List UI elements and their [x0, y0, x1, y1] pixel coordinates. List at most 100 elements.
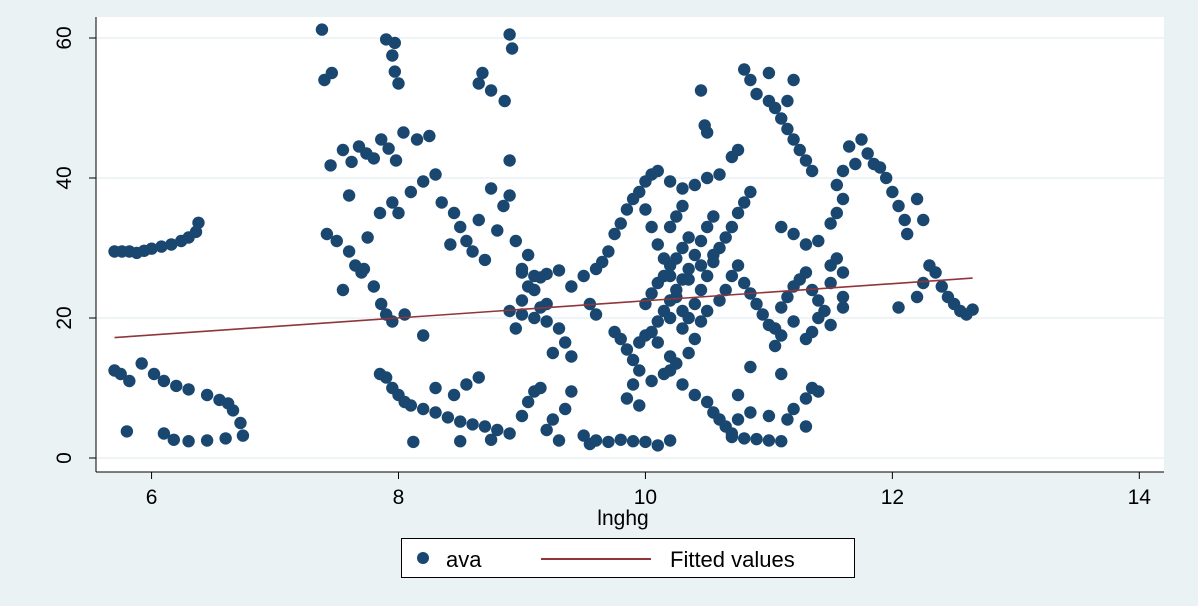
data-point [861, 147, 874, 160]
data-point [731, 259, 745, 272]
data-point [324, 159, 337, 172]
data-point [651, 238, 664, 251]
data-point [336, 283, 350, 297]
data-point [812, 294, 825, 307]
data-point [182, 383, 195, 396]
data-point [775, 301, 788, 314]
data-point [836, 192, 850, 206]
data-point [620, 203, 634, 216]
data-point [775, 367, 788, 381]
data-point [676, 322, 689, 335]
data-point [602, 435, 615, 449]
data-point [670, 252, 683, 265]
data-point [787, 73, 800, 87]
data-point [812, 234, 825, 248]
data-point [781, 122, 794, 136]
data-point [700, 269, 714, 283]
data-point [388, 36, 401, 50]
data-point [799, 392, 813, 405]
data-point [398, 308, 411, 321]
data-point [663, 434, 677, 447]
data-point [157, 427, 171, 440]
data-point [509, 322, 522, 335]
data-point [688, 178, 702, 192]
data-point [589, 434, 603, 447]
data-point [645, 287, 658, 300]
legend-label-fitted-values: Fitted values [670, 547, 795, 572]
data-point [315, 23, 329, 36]
data-point [787, 315, 800, 328]
data-point [929, 266, 942, 279]
data-point [731, 206, 745, 220]
data-point [342, 245, 356, 258]
data-point [688, 332, 702, 346]
data-point [738, 63, 751, 76]
data-point [663, 269, 677, 283]
data-point [388, 65, 401, 78]
x-tick-label: 8 [393, 486, 405, 509]
data-point [633, 185, 646, 199]
data-point [416, 402, 430, 416]
data-point [787, 133, 800, 146]
data-point [639, 435, 652, 449]
data-point [731, 388, 745, 402]
data-point [596, 255, 609, 269]
data-point [663, 311, 677, 325]
data-point [707, 210, 720, 223]
data-point [855, 133, 868, 146]
data-point [725, 430, 739, 444]
data-point [515, 409, 529, 423]
data-point [614, 217, 627, 230]
data-point [382, 142, 395, 155]
data-point [386, 49, 399, 62]
data-point [836, 290, 850, 304]
data-point [373, 206, 387, 220]
data-point [787, 227, 800, 241]
data-point [750, 432, 763, 446]
data-point [200, 388, 214, 402]
data-point [688, 297, 702, 311]
legend: ava Fitted values [401, 538, 855, 578]
data-point [731, 413, 745, 426]
data-point [781, 413, 794, 426]
data-point [320, 227, 334, 241]
data-point [812, 385, 825, 398]
data-point [651, 315, 664, 328]
data-point [472, 371, 485, 384]
data-point [472, 213, 485, 227]
fitted-line-series [114, 277, 973, 339]
data-point [484, 182, 498, 195]
data-point [226, 404, 240, 417]
data-point [799, 332, 813, 346]
data-point [738, 432, 751, 445]
data-point [762, 66, 776, 80]
data-point [416, 329, 430, 342]
data-point [577, 269, 590, 283]
data-point [534, 381, 547, 395]
data-point [663, 220, 677, 234]
data-point [505, 42, 519, 55]
data-point [167, 433, 180, 446]
data-point [651, 336, 664, 349]
legend-label-ava: ava [446, 547, 482, 572]
data-point [484, 84, 498, 97]
data-point [892, 199, 905, 213]
data-point [694, 84, 708, 97]
data-point [476, 66, 489, 80]
data-point [429, 168, 442, 181]
data-point [836, 301, 850, 314]
x-tick-label: 14 [1128, 486, 1152, 509]
data-point [750, 87, 763, 101]
data-point [497, 199, 510, 213]
data-point [515, 308, 529, 321]
data-point [540, 267, 553, 281]
data-point [392, 77, 405, 90]
data-point [836, 164, 850, 178]
data-point [546, 413, 560, 426]
data-point [645, 325, 658, 339]
data-point [910, 192, 924, 206]
data-point [694, 259, 708, 272]
data-point [367, 152, 381, 165]
data-point [460, 378, 473, 391]
data-point [910, 290, 924, 304]
